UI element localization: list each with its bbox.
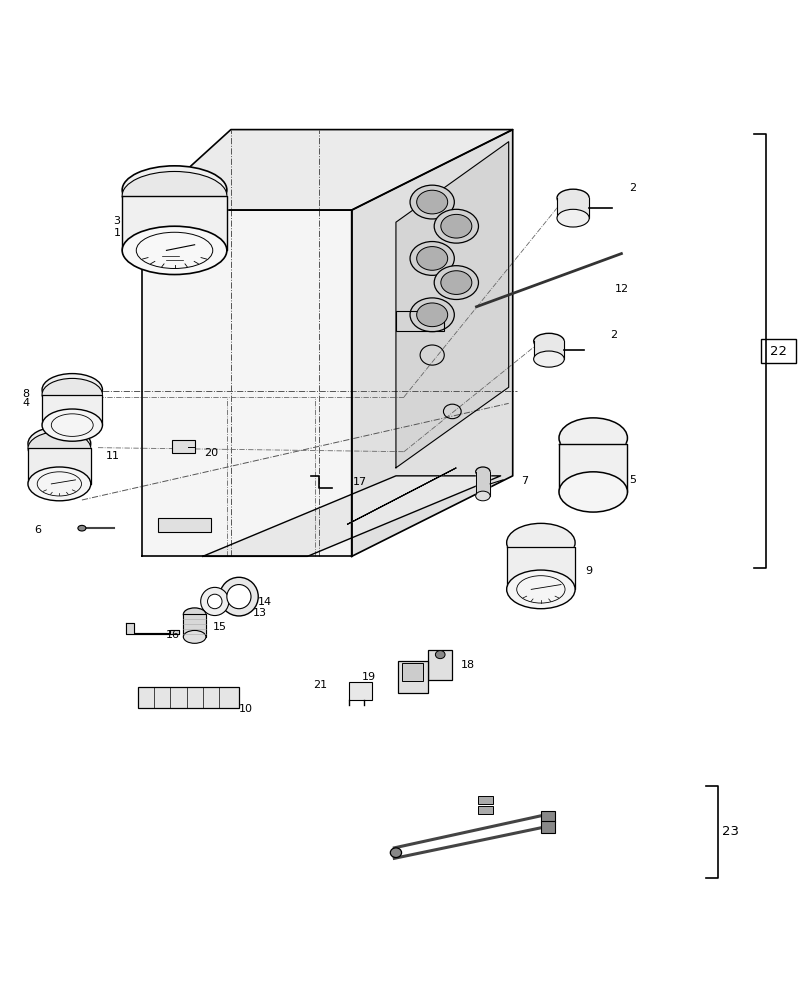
Bar [396,311,444,331]
Polygon shape [122,196,227,250]
Text: 13: 13 [253,608,267,618]
Ellipse shape [227,585,251,609]
Text: 8: 8 [23,389,30,399]
Polygon shape [42,395,103,425]
Bar [478,796,493,804]
Bar [158,518,211,532]
Bar [478,806,493,814]
Ellipse shape [410,242,454,275]
Polygon shape [347,468,457,524]
Ellipse shape [533,351,564,367]
Ellipse shape [122,166,227,214]
Text: 10: 10 [239,704,253,714]
Ellipse shape [557,189,589,207]
Ellipse shape [390,848,402,858]
Ellipse shape [557,209,589,227]
Bar [428,650,452,680]
Ellipse shape [417,303,448,327]
Bar [541,821,555,833]
Ellipse shape [417,247,448,270]
Text: 18: 18 [461,660,474,670]
Text: 11: 11 [106,451,120,461]
Bar [172,440,195,453]
Text: 15: 15 [213,622,226,632]
Ellipse shape [220,577,259,616]
Text: 20: 20 [204,448,218,458]
Ellipse shape [183,608,206,621]
Text: 19: 19 [362,672,376,682]
Text: 21: 21 [314,680,327,690]
Polygon shape [476,472,490,496]
Ellipse shape [28,432,90,465]
Text: 2: 2 [610,330,617,340]
Text: 22: 22 [770,345,787,358]
Polygon shape [557,198,589,218]
Ellipse shape [436,651,445,659]
Ellipse shape [559,472,628,512]
Text: 5: 5 [629,475,637,485]
Text: 23: 23 [722,825,739,838]
Polygon shape [28,448,90,484]
Ellipse shape [42,409,103,441]
Bar [398,661,428,693]
Ellipse shape [434,266,478,299]
Ellipse shape [507,523,575,562]
Ellipse shape [507,570,575,609]
Bar [402,663,423,681]
Ellipse shape [410,298,454,332]
Bar [541,811,555,822]
Ellipse shape [122,226,227,275]
Bar [760,339,796,363]
Ellipse shape [476,491,490,501]
Ellipse shape [42,374,103,406]
Polygon shape [126,623,179,634]
Text: 14: 14 [258,597,271,607]
Text: 3: 3 [114,216,120,226]
Ellipse shape [200,587,229,616]
Polygon shape [396,142,509,468]
Ellipse shape [533,333,564,349]
Ellipse shape [122,171,227,220]
Polygon shape [183,614,206,637]
Ellipse shape [78,525,86,531]
Bar [349,682,372,700]
Text: 4: 4 [23,398,30,408]
Ellipse shape [434,209,478,243]
Polygon shape [351,130,513,556]
Text: 17: 17 [353,477,368,487]
Text: 9: 9 [585,566,592,576]
Ellipse shape [28,427,90,461]
Text: 7: 7 [521,476,528,486]
Polygon shape [507,547,575,589]
Polygon shape [559,444,628,492]
Polygon shape [203,476,501,556]
Ellipse shape [208,594,222,609]
Ellipse shape [417,190,448,214]
Ellipse shape [559,418,628,458]
Text: 2: 2 [629,183,637,193]
Bar [138,687,239,708]
Ellipse shape [476,467,490,477]
Text: 12: 12 [615,284,629,294]
Ellipse shape [183,630,206,643]
Polygon shape [142,130,513,210]
Ellipse shape [28,467,90,501]
Polygon shape [533,341,564,359]
Ellipse shape [410,185,454,219]
Text: 6: 6 [35,525,42,535]
Polygon shape [142,210,351,556]
Ellipse shape [42,378,103,411]
Text: 16: 16 [166,630,179,640]
Text: 1: 1 [114,228,120,238]
Ellipse shape [441,271,472,294]
Ellipse shape [441,214,472,238]
